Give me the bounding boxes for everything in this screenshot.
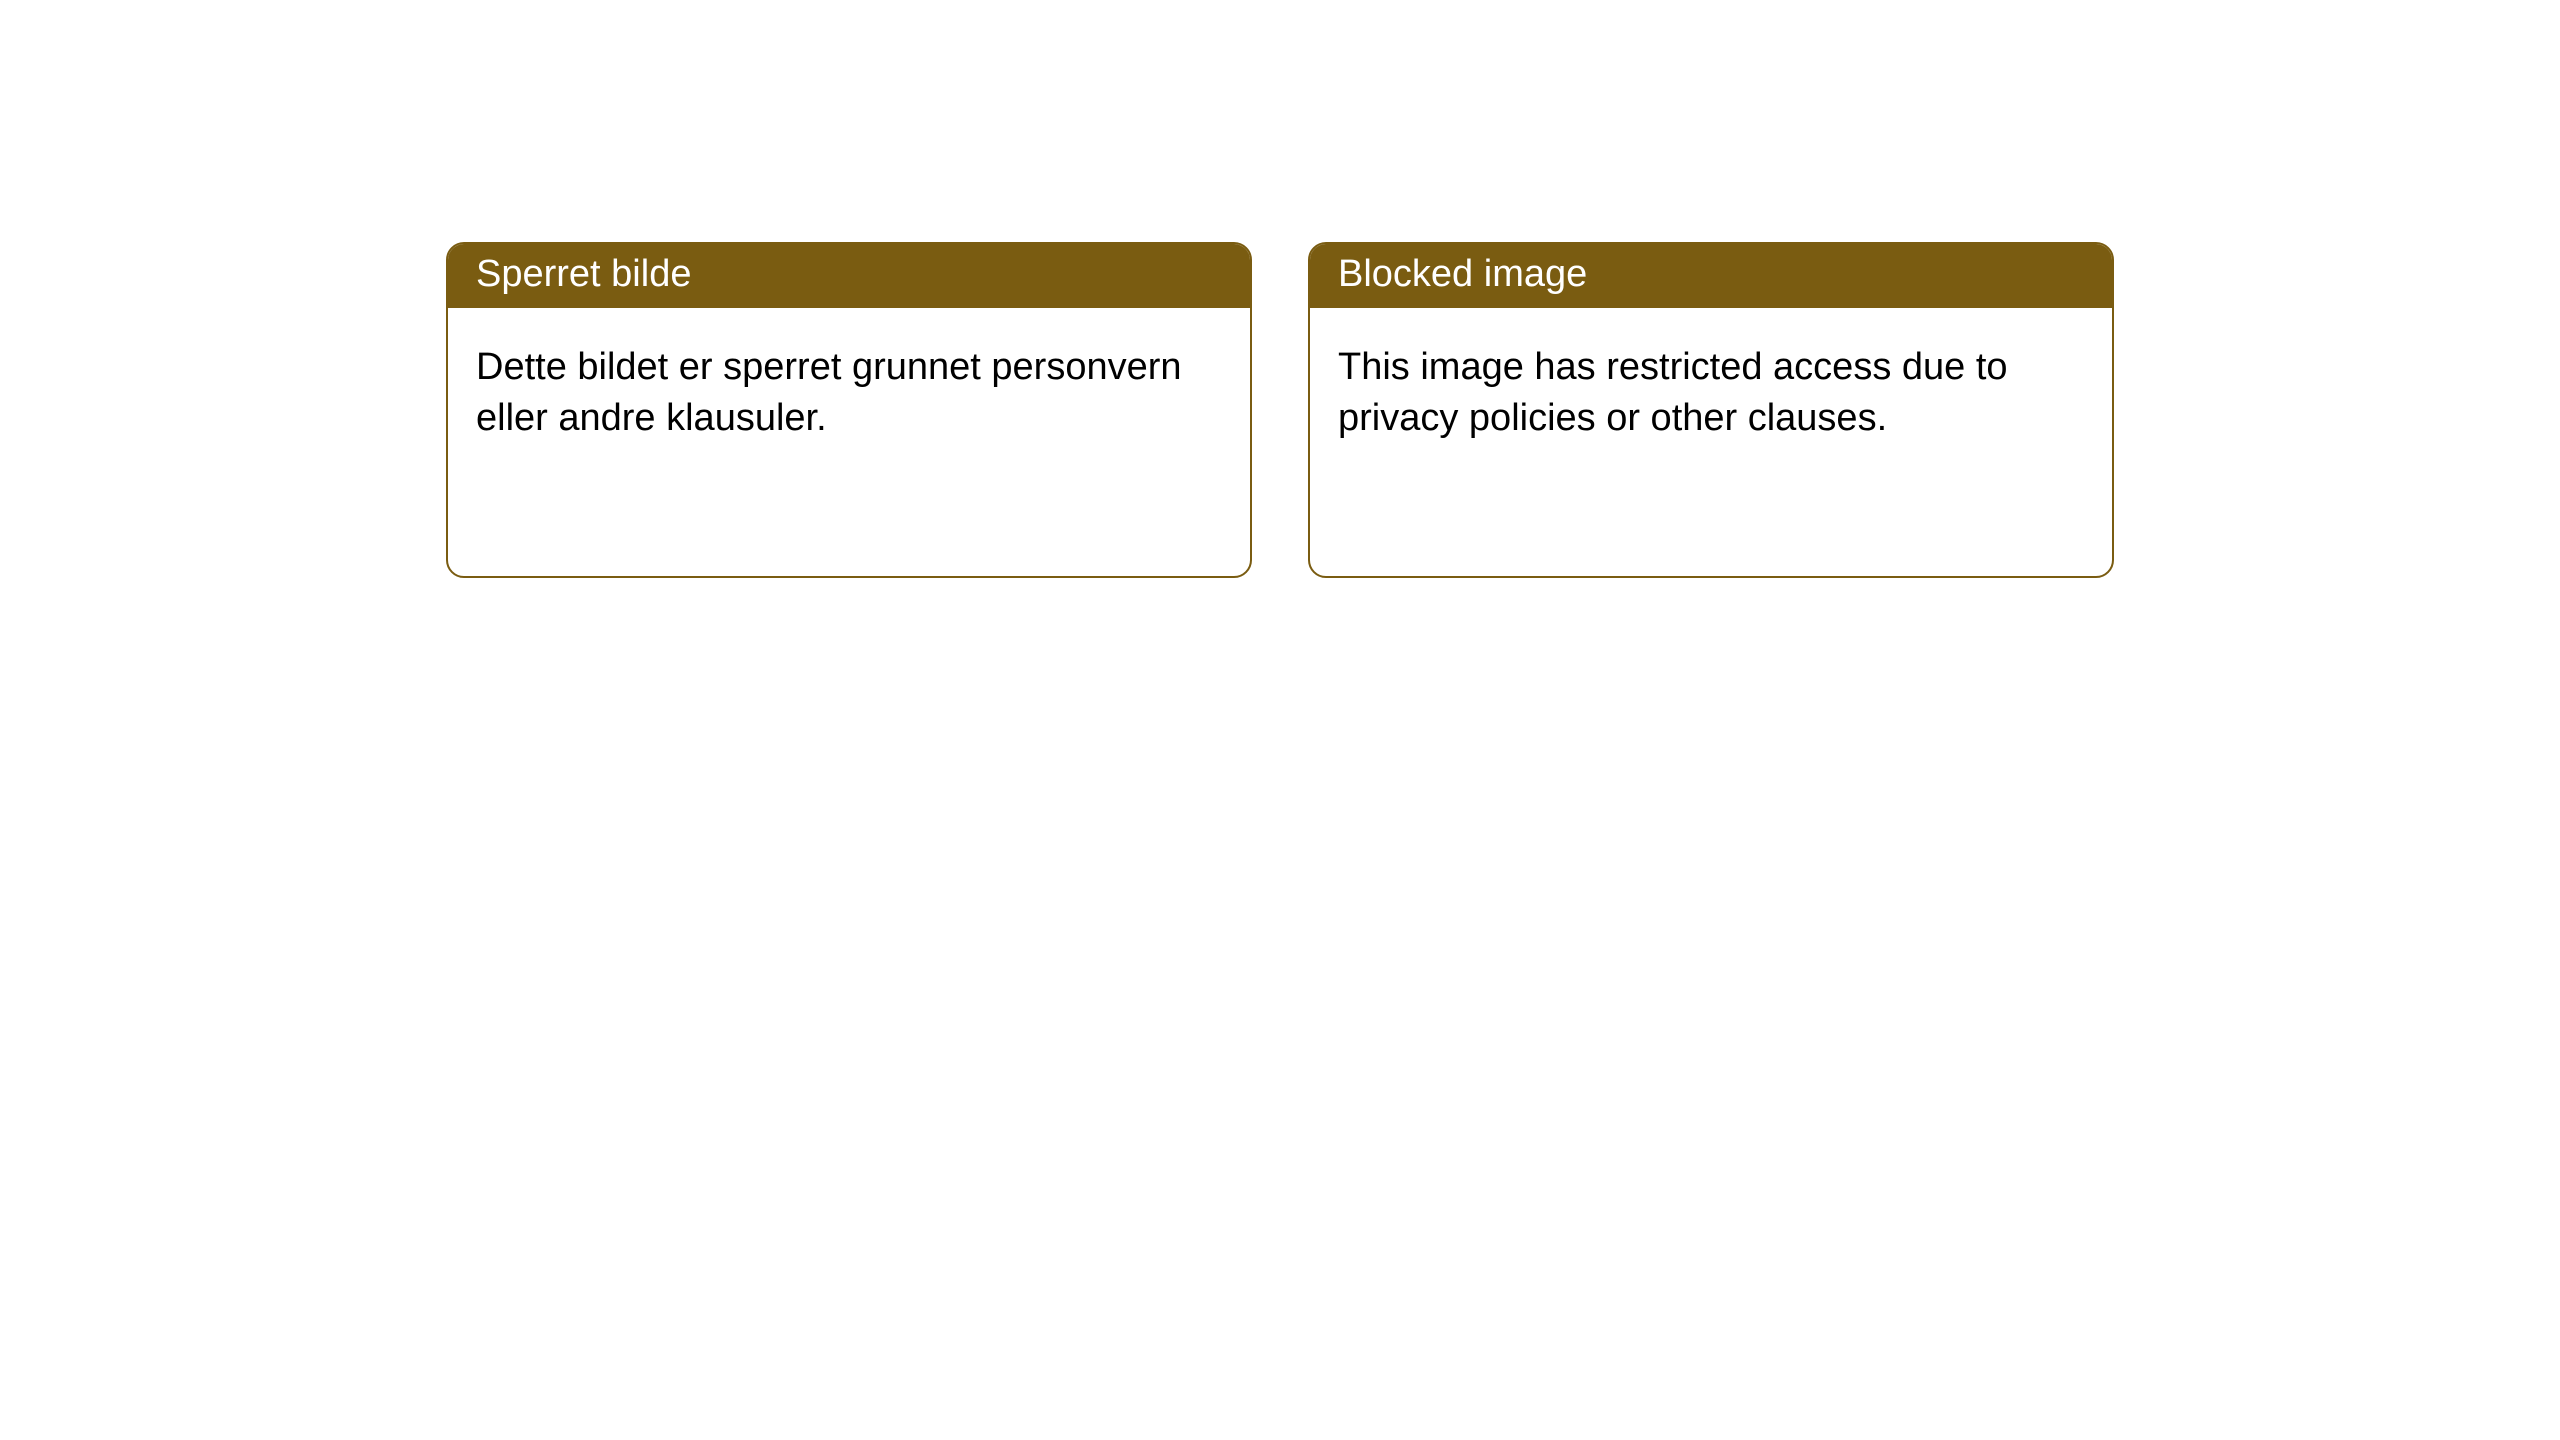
notice-header: Sperret bilde <box>448 244 1250 308</box>
notice-card-norwegian: Sperret bilde Dette bildet er sperret gr… <box>446 242 1252 578</box>
notice-card-english: Blocked image This image has restricted … <box>1308 242 2114 578</box>
notice-body: This image has restricted access due to … <box>1310 308 2112 479</box>
notice-body: Dette bildet er sperret grunnet personve… <box>448 308 1250 479</box>
notice-message: Dette bildet er sperret grunnet personve… <box>476 346 1182 439</box>
notice-container: Sperret bilde Dette bildet er sperret gr… <box>0 0 2560 578</box>
notice-message: This image has restricted access due to … <box>1338 346 2008 439</box>
notice-title: Sperret bilde <box>476 253 691 295</box>
notice-header: Blocked image <box>1310 244 2112 308</box>
notice-title: Blocked image <box>1338 253 1587 295</box>
